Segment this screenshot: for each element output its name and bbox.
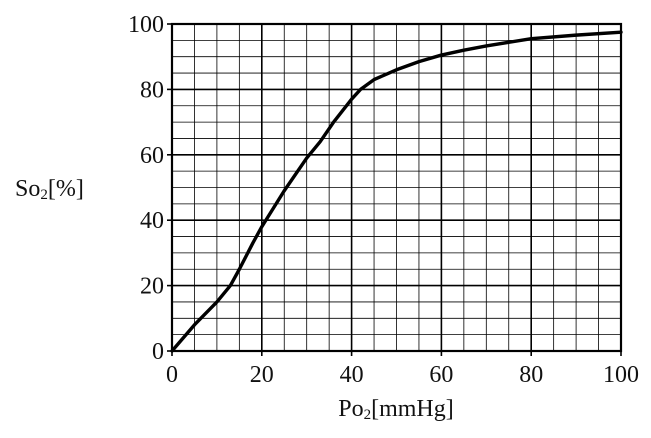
- series-layer: [170, 30, 623, 353]
- y-tick-label: 60: [140, 143, 164, 169]
- x-tick-label: 20: [250, 362, 274, 388]
- y-tick-label: 0: [152, 339, 164, 365]
- y-tick-label: 40: [140, 208, 164, 234]
- grid: [172, 24, 621, 351]
- x-tick-label: 40: [340, 362, 364, 388]
- y-axis-title-main: So: [15, 176, 40, 202]
- y-tick-label: 20: [140, 274, 164, 300]
- x-tick-label: 80: [519, 362, 543, 388]
- x-tick-label: 60: [429, 362, 453, 388]
- x-axis-title-unit: [mmHg]: [371, 396, 454, 422]
- x-axis-title-main: Po: [338, 396, 363, 422]
- y-axis-title-subscript: 2: [40, 187, 48, 203]
- y-tick-label: 100: [128, 12, 164, 38]
- series-line-oxygen-dissociation: [170, 30, 623, 353]
- plot-frame: [167, 22, 623, 356]
- x-tick-label: 100: [603, 362, 639, 388]
- plot-border: [170, 22, 623, 353]
- y-axis-title: So2[%]: [15, 176, 84, 203]
- y-tick-label: 80: [140, 77, 164, 103]
- tick-labels: 0 20 40 60 80 100 0 20 40 60 80 100: [128, 12, 639, 388]
- x-axis-title-subscript: 2: [364, 407, 372, 423]
- x-tick-label: 0: [166, 362, 178, 388]
- x-axis-title: Po2[mmHg]: [338, 396, 454, 423]
- y-axis-title-unit: [%]: [48, 176, 84, 202]
